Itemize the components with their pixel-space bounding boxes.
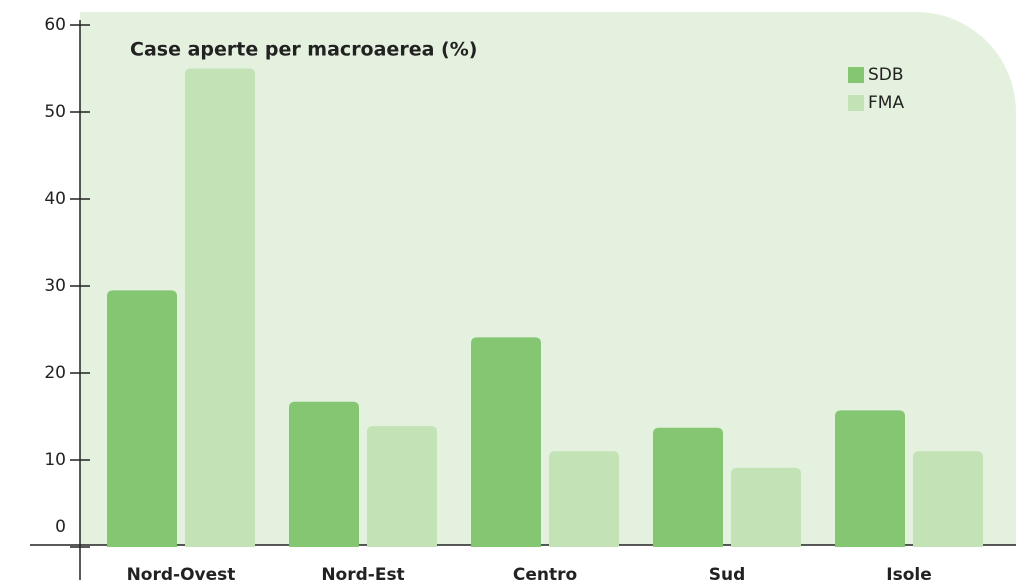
bar [367, 426, 437, 547]
bar [471, 337, 541, 547]
bar [549, 451, 619, 547]
x-tick-label: Isole [886, 565, 931, 585]
x-tick-label: Nord-Ovest [127, 565, 236, 585]
y-tick-label: 10 [44, 450, 66, 470]
x-tick-label: Centro [513, 565, 577, 585]
bar [835, 410, 905, 547]
y-tick-label: 50 [44, 102, 66, 122]
legend-label: SDB [868, 65, 904, 85]
chart-title: Case aperte per macroaerea (%) [130, 39, 477, 61]
y-tick-label: 0 [55, 517, 66, 537]
bar [731, 467, 801, 547]
bar [913, 451, 983, 547]
bar [653, 427, 723, 547]
x-tick-label: Nord-Est [321, 565, 404, 585]
y-tick-label: 30 [44, 276, 66, 296]
legend-swatch [848, 95, 864, 111]
bar [289, 401, 359, 547]
y-tick-label: 20 [44, 363, 66, 383]
legend-swatch [848, 67, 864, 83]
legend-label: FMA [868, 93, 904, 113]
y-tick-label: 40 [44, 189, 66, 209]
y-tick-label: 60 [44, 15, 66, 35]
bar [185, 68, 255, 547]
x-tick-label: Sud [709, 565, 746, 585]
bar [107, 290, 177, 547]
